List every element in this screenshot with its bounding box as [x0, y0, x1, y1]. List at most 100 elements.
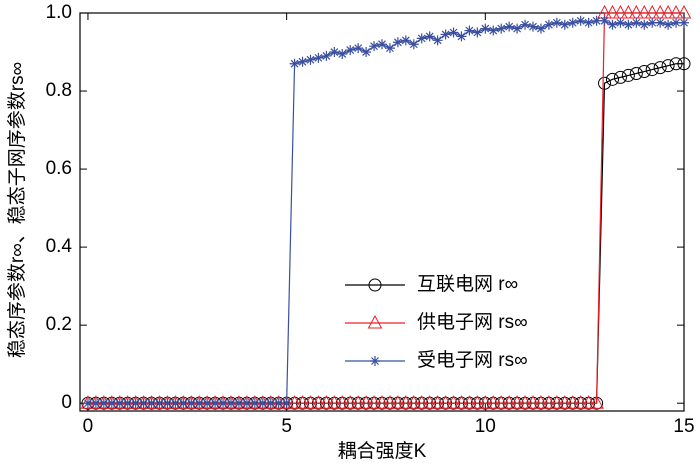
marker: [567, 17, 578, 28]
marker: [146, 398, 157, 409]
marker: [326, 395, 342, 409]
marker: [295, 395, 310, 409]
marker: [186, 398, 197, 409]
marker: [287, 395, 302, 409]
marker: [154, 398, 165, 409]
marker: [350, 395, 366, 409]
marker: [334, 395, 350, 409]
marker: [178, 398, 189, 409]
marker: [249, 398, 260, 409]
marker: [289, 58, 300, 69]
marker: [637, 65, 651, 79]
marker: [273, 398, 284, 409]
series-line: [87, 63, 684, 404]
plot-frame: [79, 12, 685, 412]
marker: [661, 59, 675, 73]
marker: [400, 35, 411, 46]
marker: [170, 398, 181, 409]
marker: [573, 395, 589, 409]
marker: [392, 37, 403, 48]
marker: [543, 19, 554, 30]
marker: [398, 395, 414, 409]
marker: [374, 395, 390, 409]
marker: [384, 43, 395, 54]
marker: [233, 398, 244, 409]
series: [80, 4, 692, 409]
marker: [512, 23, 523, 34]
x-axis-label: 耦合强度K: [338, 440, 427, 462]
marker: [358, 395, 374, 409]
marker: [454, 395, 469, 409]
y-tick-label: 0: [61, 392, 72, 413]
marker: [541, 395, 557, 409]
marker: [636, 4, 652, 19]
marker: [581, 395, 596, 409]
series-line: [87, 20, 684, 404]
marker: [631, 17, 642, 28]
marker: [621, 4, 636, 19]
marker: [464, 25, 475, 36]
marker: [342, 395, 358, 409]
y-tick-label: 0.6: [46, 158, 72, 179]
marker: [456, 31, 467, 42]
marker: [202, 398, 213, 409]
marker: [329, 47, 340, 58]
marker: [599, 15, 610, 26]
marker: [477, 395, 493, 409]
x-tick-label: 0: [83, 416, 94, 437]
marker: [488, 25, 499, 36]
marker: [470, 395, 485, 409]
marker: [194, 398, 205, 409]
legend-marker: [367, 314, 383, 329]
marker: [82, 398, 93, 409]
marker: [551, 17, 562, 28]
marker: [321, 50, 332, 61]
marker: [319, 395, 334, 409]
marker: [623, 19, 634, 30]
marker: [162, 398, 173, 409]
marker: [496, 23, 507, 34]
marker: [621, 68, 635, 82]
marker: [257, 398, 268, 409]
marker: [520, 19, 531, 30]
marker: [305, 54, 316, 65]
marker: [337, 48, 348, 59]
marker: [639, 19, 650, 30]
marker: [138, 398, 149, 409]
series: [81, 57, 691, 410]
y-tick-label: 1.0: [46, 2, 72, 23]
marker: [663, 19, 674, 30]
marker: [565, 395, 581, 409]
x-tick-label: 15: [673, 416, 694, 437]
marker: [241, 398, 252, 409]
marker: [509, 395, 525, 409]
legend-label: 互联电网 r∞: [417, 273, 518, 295]
marker: [408, 39, 419, 50]
marker: [422, 395, 438, 409]
marker: [311, 395, 326, 409]
marker: [438, 395, 453, 409]
series: [82, 15, 689, 409]
marker: [677, 57, 691, 71]
marker: [90, 398, 101, 409]
marker: [669, 57, 683, 71]
marker: [613, 70, 627, 84]
legend-label: 受电子网 rs∞: [417, 349, 528, 371]
marker: [382, 395, 398, 409]
marker: [533, 395, 549, 409]
legend-marker: [368, 278, 382, 292]
marker: [414, 395, 430, 409]
marker: [353, 43, 364, 54]
legend-marker: [370, 356, 380, 366]
marker: [114, 398, 125, 409]
marker: [369, 41, 380, 52]
marker: [557, 395, 573, 409]
marker: [430, 395, 445, 409]
marker: [485, 395, 501, 409]
x-tick-label: 10: [475, 416, 496, 437]
x-tick-label: 5: [281, 416, 292, 437]
marker: [655, 17, 666, 28]
marker: [535, 23, 546, 34]
marker: [653, 61, 667, 75]
marker: [432, 35, 443, 46]
